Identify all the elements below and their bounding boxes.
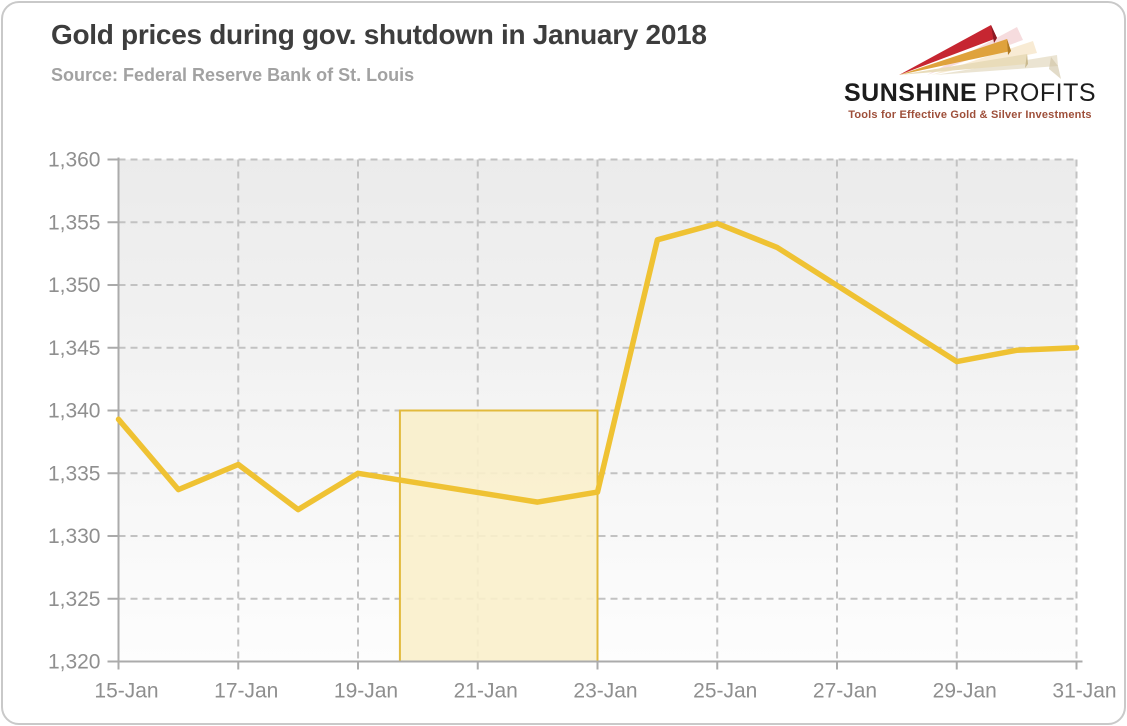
x-tick-label: 17-Jan [214, 680, 278, 703]
logo-arrows-icon [899, 25, 1061, 79]
x-tick-label: 15-Jan [94, 680, 158, 703]
x-tick-label: 29-Jan [933, 680, 997, 703]
y-tick-label: 1,335 [48, 462, 101, 485]
gold-price-line [115, 220, 1080, 513]
x-axis-labels: 15-Jan 17-Jan 19-Jan 21-Jan 23-Jan 25-Jan 27-J… [94, 680, 1116, 703]
logo-tagline: Tools for Effective Gold & Silver Invest… [848, 109, 1092, 121]
gold-price-chart: 1,320 1,325 1,330 1,335 1,340 1,345 1,350 1,355… [48, 149, 1117, 703]
logo-brand-sunshine: SUNSHINE [843, 79, 978, 107]
y-tick-label: 1,330 [48, 525, 101, 548]
y-tick-label: 1,360 [48, 149, 101, 172]
logo-brand-profits: PROFITS [984, 79, 1097, 107]
x-tick-label: 21-Jan [454, 680, 518, 703]
x-tick-label: 19-Jan [334, 680, 398, 703]
y-tick-label: 1,350 [48, 274, 101, 297]
x-tick-label: 25-Jan [693, 680, 757, 703]
shutdown-highlight-band [398, 409, 599, 663]
page-title: Gold prices during gov. shutdown in Janu… [51, 19, 707, 50]
x-tick-label: 31-Jan [1052, 680, 1116, 703]
source-label: Source: Federal Reserve Bank of St. Loui… [51, 65, 415, 85]
y-tick-label: 1,320 [48, 651, 101, 674]
x-tick-label: 27-Jan [813, 680, 877, 703]
x-tick-label: 23-Jan [573, 680, 637, 703]
gridlines [118, 158, 1078, 662]
chart-header: Gold prices during gov. shutdown in Janu… [51, 19, 707, 86]
y-tick-label: 1,325 [48, 588, 101, 611]
y-axis-labels: 1,320 1,325 1,330 1,335 1,340 1,345 1,350 1,355… [48, 149, 101, 674]
logo-brand: SUNSHINE PROFITS [844, 79, 1096, 108]
y-tick-label: 1,355 [48, 211, 101, 234]
y-tick-label: 1,345 [48, 337, 101, 360]
sunshine-profits-logo: SUNSHINE PROFITS Tools for Effective Gold… [844, 17, 1096, 121]
axes [107, 157, 1083, 670]
y-tick-label: 1,340 [48, 400, 101, 423]
